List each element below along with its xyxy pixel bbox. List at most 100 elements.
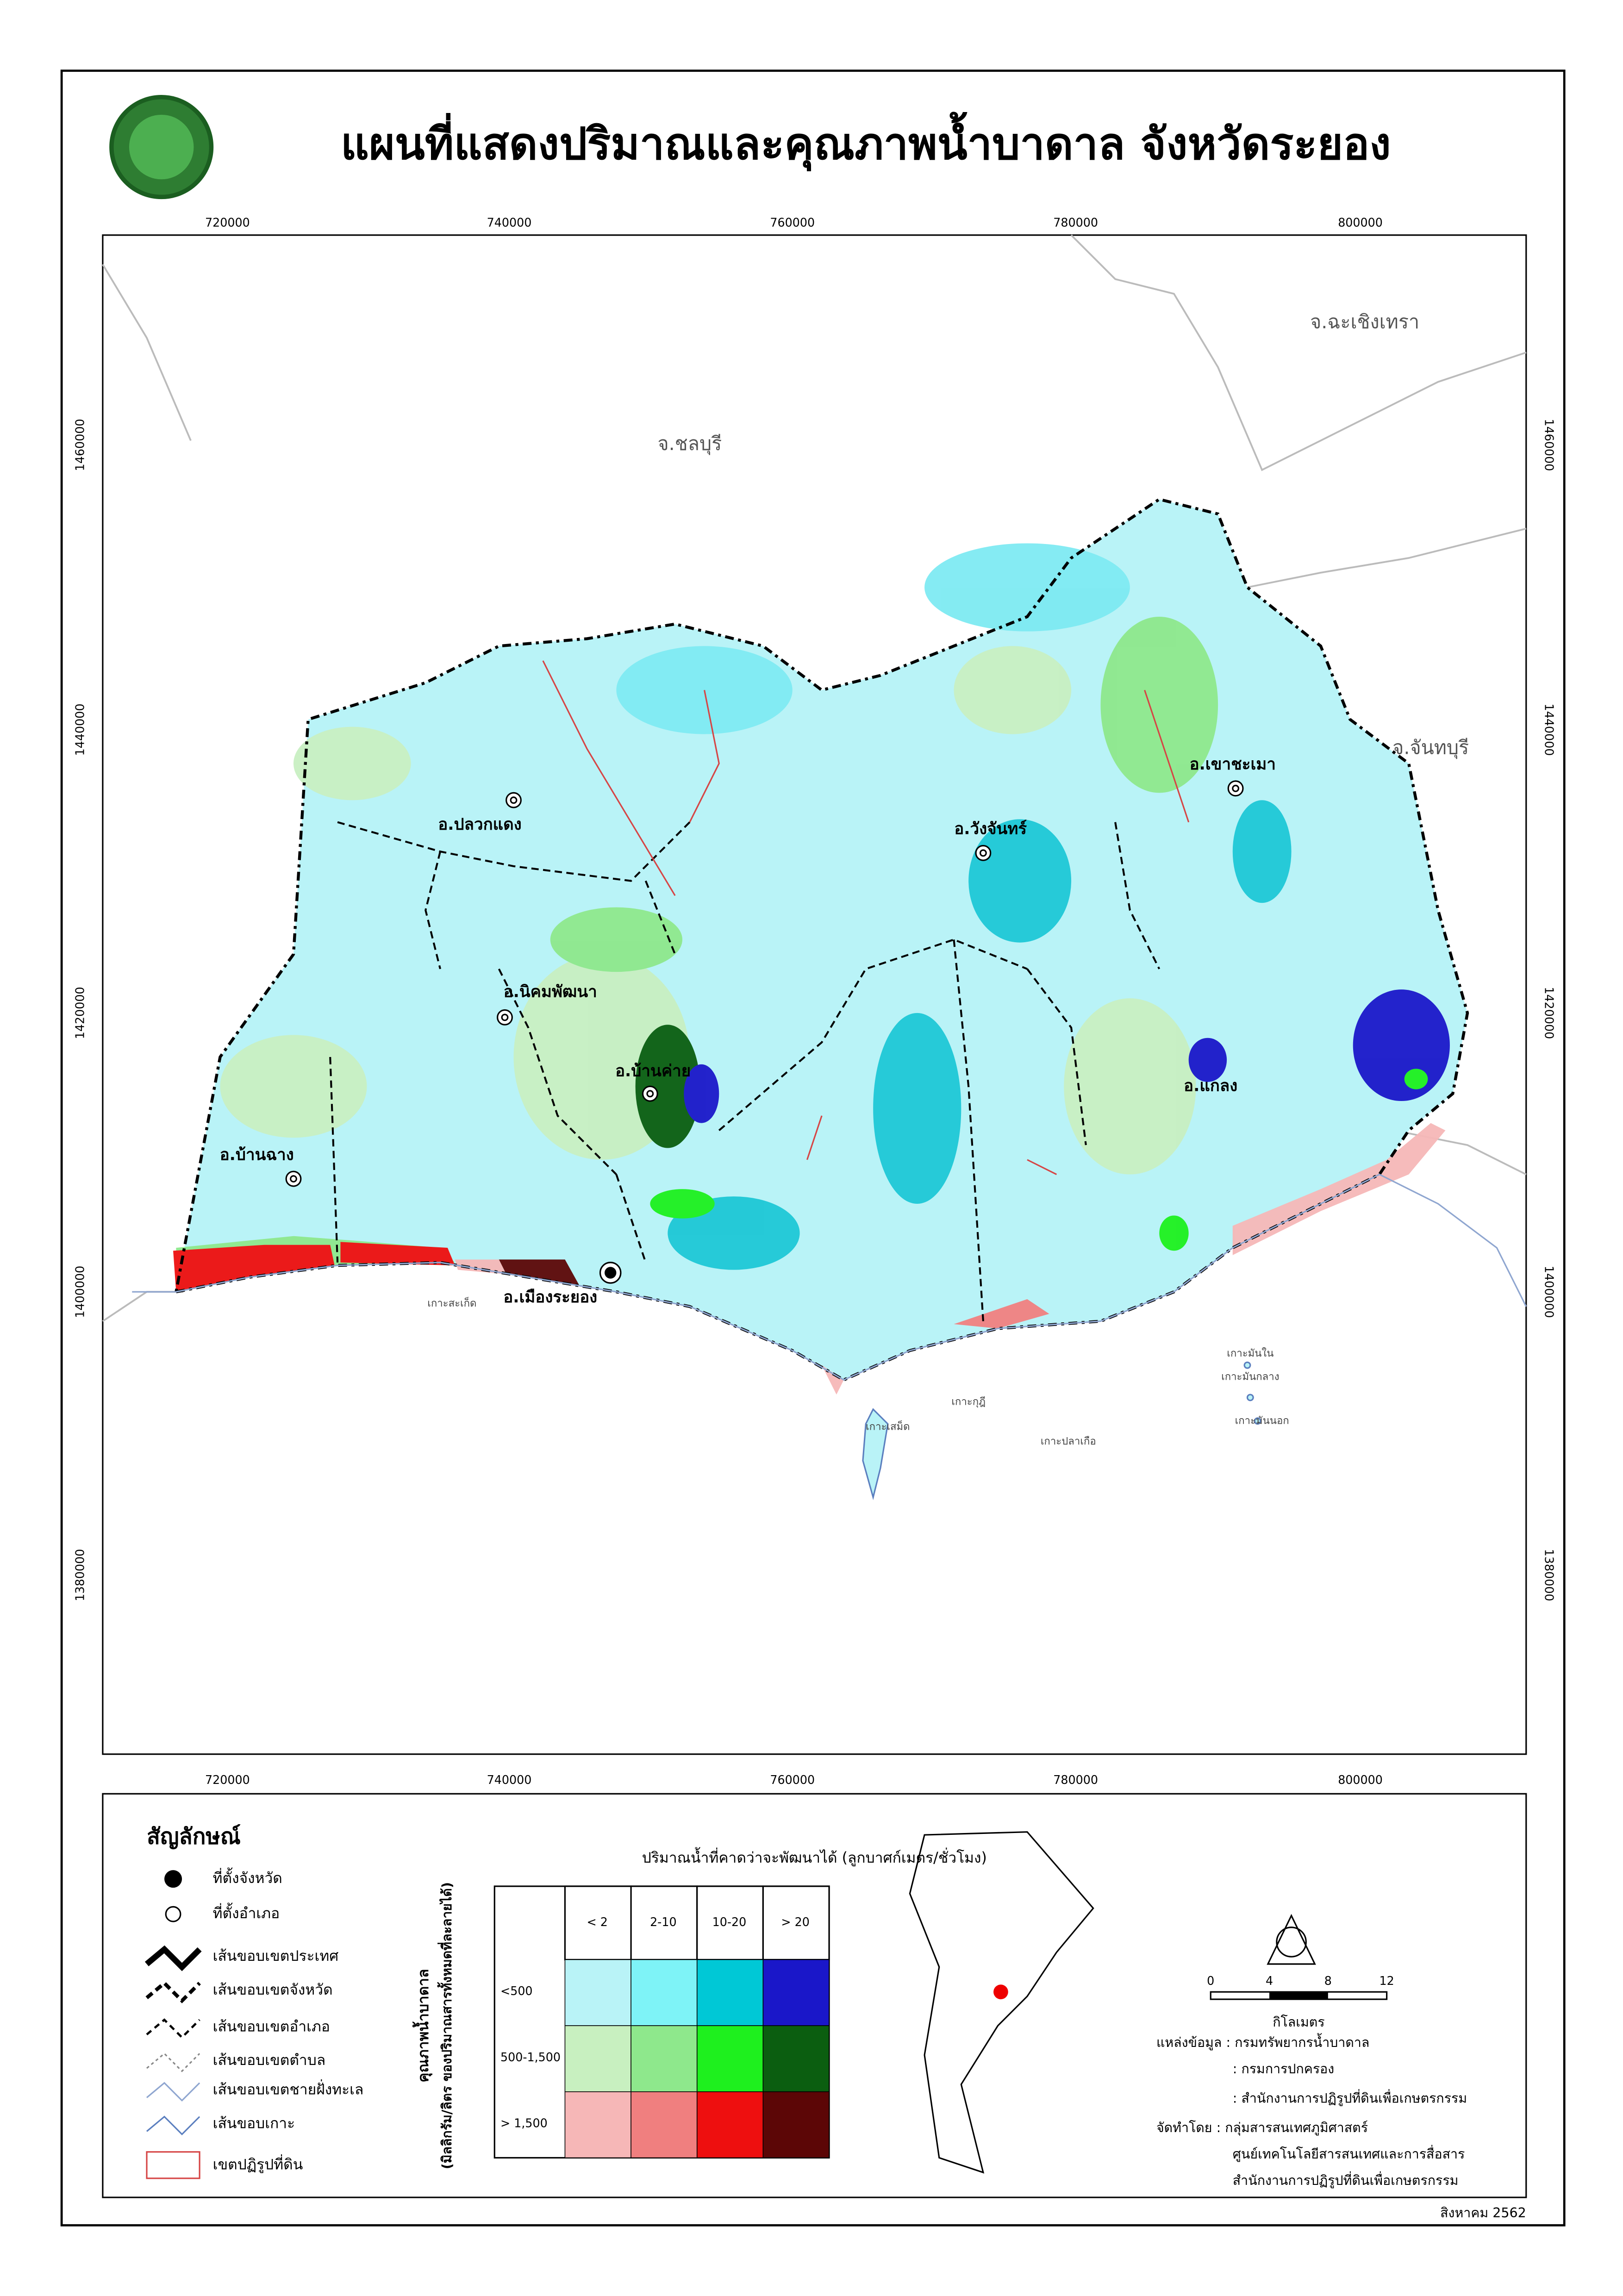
x-coord: 800000 bbox=[1338, 215, 1383, 229]
province-symbol-dot bbox=[605, 1267, 617, 1279]
matrix-cell bbox=[696, 1959, 764, 2026]
matrix-cell bbox=[762, 2091, 830, 2158]
symbol-coast-line bbox=[146, 2082, 200, 2102]
district-label: อ.ปลวกแดง bbox=[438, 815, 521, 834]
island-label: เกาะเสม็ด bbox=[866, 1420, 910, 1433]
zone bbox=[954, 646, 1072, 734]
zone bbox=[635, 1025, 700, 1148]
inset-location bbox=[993, 1984, 1008, 2000]
zone bbox=[1159, 1215, 1189, 1251]
scale-unit: กิโลเมตร bbox=[1273, 2014, 1324, 2030]
matrix-row-label: 500-1,500 bbox=[500, 2050, 561, 2064]
source-line: จัดทำโดย : กลุ่มสารสนเทศภูมิศาสตร์ bbox=[1156, 2120, 1368, 2136]
legend-label: เส้นขอบเขตจังหวัด bbox=[213, 1982, 333, 1998]
north-arrow bbox=[1267, 1914, 1316, 1965]
x-coord: 720000 bbox=[205, 1773, 250, 1787]
zone bbox=[173, 1245, 335, 1292]
matrix-cell bbox=[564, 2091, 631, 2158]
title: แผนที่แสดงปริมาณและคุณภาพน้ำบาดาล จังหวั… bbox=[341, 111, 1391, 171]
district-boundary bbox=[329, 821, 1161, 1321]
source-line: แหล่งข้อมูล : กรมทรัพยากรน้ำบาดาล bbox=[1156, 2033, 1369, 2051]
map-frame bbox=[102, 234, 1527, 1755]
island bbox=[1246, 1394, 1254, 1401]
symbol-district-line bbox=[146, 2018, 200, 2039]
thailand-inset bbox=[909, 1831, 1094, 2174]
matrix-cell bbox=[696, 2091, 764, 2158]
legend-label: เส้นขอบเขตประเทศ bbox=[213, 1948, 339, 1964]
island-label: เกาะสะเก็ด bbox=[427, 1296, 476, 1309]
x-coord: 800000 bbox=[1338, 1773, 1383, 1787]
legend-label: เส้นขอบเขตชายฝั่งทะเล bbox=[213, 2079, 364, 2098]
matrix-column-label: > 20 bbox=[781, 1915, 810, 1929]
land-reform-zone bbox=[542, 660, 1190, 1175]
scale-tick: 4 bbox=[1266, 1974, 1273, 1988]
zone bbox=[650, 1189, 715, 1219]
symbol-country bbox=[144, 1945, 202, 1971]
district-label: อ.เขาชะเมา bbox=[1190, 755, 1276, 774]
island-label: เกาะปลาเกือ bbox=[1041, 1435, 1096, 1447]
y-coord: 1400000 bbox=[1542, 1266, 1556, 1318]
matrix-cell bbox=[564, 1959, 631, 2026]
district-label: อ.เมืองระยอง bbox=[503, 1288, 597, 1307]
source-line: : สำนักงานการปฏิรูปที่ดินเพื่อเกษตรกรรม bbox=[1233, 2090, 1467, 2107]
matrix-cell bbox=[762, 2025, 830, 2092]
zone bbox=[873, 1013, 961, 1204]
x-coord: 760000 bbox=[770, 215, 815, 229]
district-symbol-dot bbox=[1232, 784, 1240, 792]
district-label: อ.นิคมพัฒนา bbox=[504, 982, 597, 1001]
zone bbox=[550, 907, 683, 972]
x-coord: 760000 bbox=[770, 1773, 815, 1787]
island bbox=[862, 1408, 889, 1501]
scale-tick: 8 bbox=[1324, 1974, 1332, 1988]
y-coord: 1420000 bbox=[1542, 987, 1556, 1039]
island bbox=[1243, 1361, 1251, 1369]
zone bbox=[1188, 1038, 1227, 1082]
matrix-cell bbox=[630, 1959, 698, 2026]
legend-label: เส้นขอบเขตอำเภอ bbox=[213, 2018, 330, 2035]
zone bbox=[684, 1064, 719, 1123]
x-coord: 720000 bbox=[205, 215, 250, 229]
matrix-cell bbox=[696, 2025, 764, 2092]
north-arrow-circle bbox=[1276, 1927, 1307, 1958]
source-line: สำนักงานการปฏิรูปที่ดินเพื่อเกษตรกรรม bbox=[1233, 2171, 1459, 2189]
district-symbol-dot bbox=[979, 849, 987, 857]
y-coord: 1460000 bbox=[73, 419, 87, 471]
zone bbox=[1404, 1069, 1428, 1089]
x-coord: 780000 bbox=[1053, 1773, 1098, 1787]
district-symbol bbox=[285, 1170, 302, 1187]
matrix-cell bbox=[630, 2025, 698, 2092]
matrix-row-label: <500 bbox=[500, 1984, 533, 1998]
y-coord: 1380000 bbox=[73, 1549, 87, 1602]
island-label: เกาะมันนอก bbox=[1235, 1415, 1289, 1427]
province-label: จ.ฉะเชิงเทรา bbox=[1310, 311, 1419, 333]
y-coord: 1440000 bbox=[1542, 704, 1556, 756]
scale-tick: 12 bbox=[1380, 1974, 1394, 1988]
legend-title: สัญลักษณ์ bbox=[147, 1824, 241, 1849]
district-symbol bbox=[1227, 780, 1244, 797]
district-symbol bbox=[506, 792, 522, 808]
scale-tick: 0 bbox=[1207, 1974, 1214, 1988]
source-line: : กรมการปกครอง bbox=[1233, 2061, 1334, 2077]
zone bbox=[954, 1299, 1049, 1329]
y-coord: 1400000 bbox=[73, 1266, 87, 1318]
x-coord: 780000 bbox=[1053, 215, 1098, 229]
province-label: จ.จันทบุรี bbox=[1392, 736, 1469, 759]
zone bbox=[1232, 800, 1292, 903]
district-symbol-dot bbox=[646, 1090, 654, 1098]
x-coord: 740000 bbox=[487, 215, 532, 229]
island-label: เกาะกุฎี bbox=[951, 1395, 986, 1408]
zone bbox=[293, 726, 411, 801]
island-label: เกาะมันใน bbox=[1227, 1347, 1273, 1359]
district-symbol bbox=[497, 1009, 513, 1026]
logo-inner bbox=[129, 114, 194, 180]
district-label: อ.แกลง bbox=[1184, 1076, 1237, 1095]
legend-label: ที่ตั้งอำเภอ bbox=[213, 1902, 280, 1922]
district-label: อ.วังจันทร์ bbox=[954, 820, 1027, 838]
matrix-row-label: > 1,500 bbox=[500, 2116, 548, 2130]
symbol-province bbox=[164, 1870, 182, 1888]
y-coord: 1420000 bbox=[73, 987, 87, 1039]
neighbour-boundary bbox=[102, 234, 1527, 1322]
zone bbox=[499, 1259, 580, 1286]
